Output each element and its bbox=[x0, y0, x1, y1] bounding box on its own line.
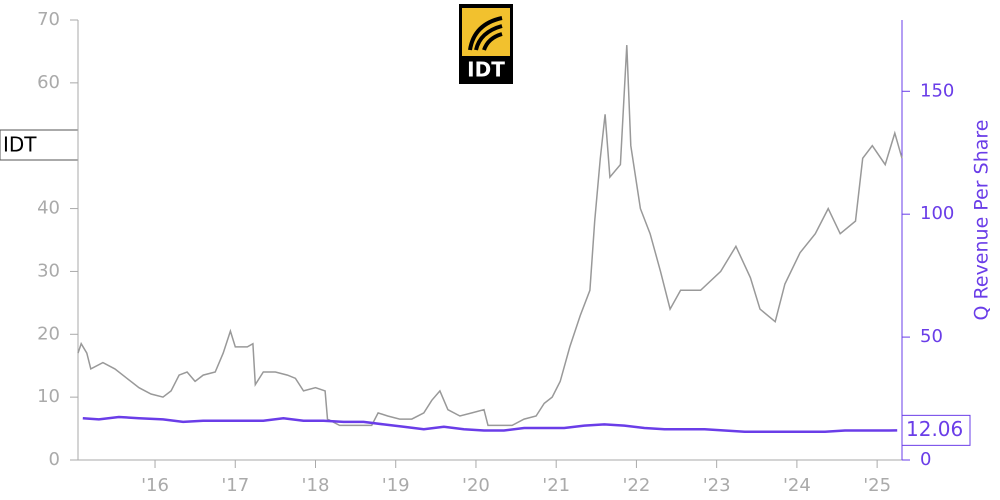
y-tick-label: 40 bbox=[37, 198, 60, 219]
x-tick-label: '20 bbox=[462, 475, 490, 496]
y2-axis-label: Q Revenue Per Share bbox=[971, 120, 993, 321]
x-tick-label: '22 bbox=[622, 475, 650, 496]
series-line bbox=[77, 45, 903, 427]
series-line bbox=[82, 415, 898, 433]
logo: IDT bbox=[459, 4, 513, 84]
logo-text: IDT bbox=[467, 58, 505, 82]
y-tick-label: 20 bbox=[37, 323, 60, 344]
y-tick-label: 70 bbox=[37, 9, 60, 30]
series-label: IDT bbox=[3, 133, 37, 157]
y2-tick-label: 100 bbox=[920, 203, 954, 224]
y-tick-label: 60 bbox=[37, 72, 60, 93]
series-label-box bbox=[0, 129, 79, 161]
x-tick-label: '16 bbox=[141, 475, 169, 496]
logo-arcs bbox=[468, 16, 503, 51]
y2-tick-label: 0 bbox=[920, 449, 931, 470]
x-tick-label: '21 bbox=[542, 475, 570, 496]
x-tick-label: '18 bbox=[302, 475, 330, 496]
y-tick-label: 0 bbox=[49, 449, 60, 470]
last-value-label: 12.06 bbox=[906, 417, 963, 441]
x-tick-label: '17 bbox=[221, 475, 249, 496]
y2-tick-label: 150 bbox=[920, 80, 954, 101]
last-value-box bbox=[901, 414, 971, 446]
y2-tick-label: 50 bbox=[920, 326, 943, 347]
x-tick-label: '25 bbox=[863, 475, 891, 496]
x-tick-label: '19 bbox=[382, 475, 410, 496]
y-tick-label: 10 bbox=[37, 386, 60, 407]
y-tick-label: 30 bbox=[37, 260, 60, 281]
x-tick-label: '23 bbox=[703, 475, 731, 496]
x-tick-label: '24 bbox=[783, 475, 811, 496]
